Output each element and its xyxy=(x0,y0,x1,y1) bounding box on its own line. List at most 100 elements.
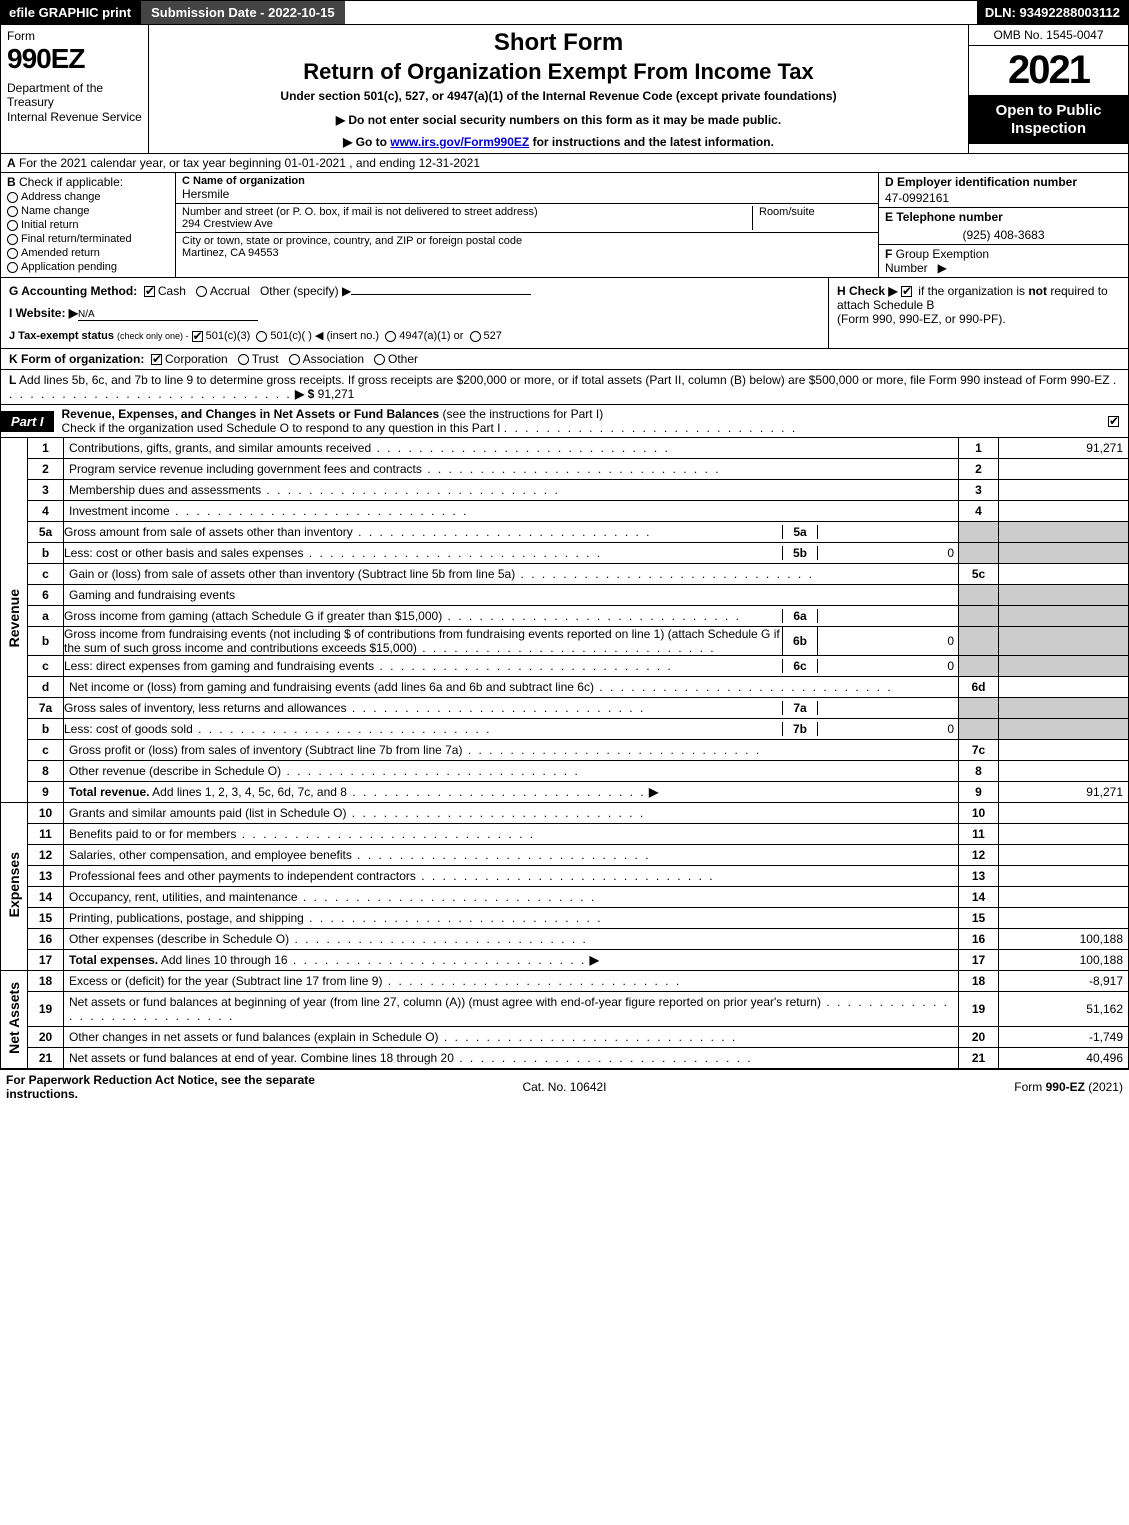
mid-label: 7b xyxy=(782,722,818,736)
right-value xyxy=(999,459,1129,480)
line-description: Net income or (loss) from gaming and fun… xyxy=(64,677,959,698)
line-description: Excess or (deficit) for the year (Subtra… xyxy=(64,971,959,992)
side-label: Revenue xyxy=(1,438,28,803)
table-row: 12Salaries, other compensation, and empl… xyxy=(1,845,1129,866)
right-value: 40,496 xyxy=(999,1048,1129,1069)
mid-label: 6b xyxy=(782,627,818,655)
table-row: 4Investment income4 xyxy=(1,501,1129,522)
right-label: 12 xyxy=(959,845,999,866)
right-label: 1 xyxy=(959,438,999,459)
line-number: b xyxy=(28,543,64,564)
efile-label[interactable]: efile GRAPHIC print xyxy=(1,1,139,24)
paperwork-notice: For Paperwork Reduction Act Notice, see … xyxy=(6,1073,378,1101)
part1-schedule-o-check[interactable] xyxy=(1108,416,1119,427)
check-initial-return[interactable]: Initial return xyxy=(7,219,169,231)
right-value xyxy=(999,677,1129,698)
right-value xyxy=(999,803,1129,824)
mid-label: 5a xyxy=(782,525,818,539)
line-description: Membership dues and assessments xyxy=(64,480,959,501)
table-row: bGross income from fundraising events (n… xyxy=(1,627,1129,656)
room-suite-label: Room/suite xyxy=(752,206,872,230)
right-label: 5c xyxy=(959,564,999,585)
check-final-return[interactable]: Final return/terminated xyxy=(7,233,169,245)
right-label: 6d xyxy=(959,677,999,698)
mid-value: 0 xyxy=(818,634,958,648)
department-label: Department of the TreasuryInternal Reven… xyxy=(7,81,142,124)
schedule-b-check[interactable] xyxy=(901,286,912,297)
dln-label: DLN: 93492288003112 xyxy=(977,1,1128,24)
irs-link[interactable]: www.irs.gov/Form990EZ xyxy=(390,135,529,149)
header-mid: Short Form Return of Organization Exempt… xyxy=(149,25,968,153)
form-number: 990EZ xyxy=(7,43,142,75)
part1-table: Revenue 1Contributions, gifts, grants, an… xyxy=(0,438,1129,1069)
mid-label: 6c xyxy=(782,659,818,673)
under-section: Under section 501(c), 527, or 4947(a)(1)… xyxy=(157,89,960,103)
line-description: Total revenue. Add lines 1, 2, 3, 4, 5c,… xyxy=(64,782,959,803)
right-value: 100,188 xyxy=(999,929,1129,950)
right-value: -8,917 xyxy=(999,971,1129,992)
line-description: Total expenses. Add lines 10 through 16 … xyxy=(64,950,959,971)
line-number: a xyxy=(28,606,64,627)
right-label: 15 xyxy=(959,908,999,929)
right-value xyxy=(999,740,1129,761)
right-label: 11 xyxy=(959,824,999,845)
part1-header: Part I Revenue, Expenses, and Changes in… xyxy=(0,405,1129,438)
table-row: 2Program service revenue including gover… xyxy=(1,459,1129,480)
line-number: 7a xyxy=(28,698,64,719)
check-amended-return[interactable]: Amended return xyxy=(7,247,169,259)
right-value: 91,271 xyxy=(999,438,1129,459)
line-number: 21 xyxy=(28,1048,64,1069)
right-label: 19 xyxy=(959,992,999,1027)
line-number: 3 xyxy=(28,480,64,501)
line-description: Program service revenue including govern… xyxy=(64,459,959,480)
line-number: 12 xyxy=(28,845,64,866)
section-ghi: G Accounting Method: Cash Accrual Other … xyxy=(0,278,1129,349)
table-row: Net Assets18Excess or (deficit) for the … xyxy=(1,971,1129,992)
check-address-change[interactable]: Address change xyxy=(7,191,169,203)
side-label: Net Assets xyxy=(1,971,28,1069)
line-number: c xyxy=(28,656,64,677)
section-bcdef: B Check if applicable: Address change Na… xyxy=(0,173,1129,278)
line-description: Less: direct expenses from gaming and fu… xyxy=(64,656,959,677)
phone-value: (925) 408-3683 xyxy=(879,226,1128,244)
table-row: 17Total expenses. Add lines 10 through 1… xyxy=(1,950,1129,971)
501c3-check[interactable] xyxy=(192,331,203,342)
line-number: 8 xyxy=(28,761,64,782)
line-number: 20 xyxy=(28,1027,64,1048)
main-title: Return of Organization Exempt From Incom… xyxy=(157,59,960,85)
line-description: Occupancy, rent, utilities, and maintena… xyxy=(64,887,959,908)
check-name-change[interactable]: Name change xyxy=(7,205,169,217)
table-row: cGain or (loss) from sale of assets othe… xyxy=(1,564,1129,585)
right-label: 9 xyxy=(959,782,999,803)
mid-label: 7a xyxy=(782,701,818,715)
line-description: Grants and similar amounts paid (list in… xyxy=(64,803,959,824)
cash-check[interactable] xyxy=(144,286,155,297)
line-description: Contributions, gifts, grants, and simila… xyxy=(64,438,959,459)
table-row: 16Other expenses (describe in Schedule O… xyxy=(1,929,1129,950)
right-value xyxy=(999,501,1129,522)
accrual-check[interactable] xyxy=(196,286,207,297)
top-bar: efile GRAPHIC print Submission Date - 20… xyxy=(0,0,1129,25)
line-number: 15 xyxy=(28,908,64,929)
table-row: 3Membership dues and assessments3 xyxy=(1,480,1129,501)
line-number: 6 xyxy=(28,585,64,606)
table-row: Revenue1Contributions, gifts, grants, an… xyxy=(1,438,1129,459)
line-description: Less: cost or other basis and sales expe… xyxy=(64,543,959,564)
ein-value: 47-0992161 xyxy=(879,191,1128,207)
line-number: 5a xyxy=(28,522,64,543)
corporation-check[interactable] xyxy=(151,354,162,365)
table-row: Expenses10Grants and similar amounts pai… xyxy=(1,803,1129,824)
table-row: 11Benefits paid to or for members11 xyxy=(1,824,1129,845)
line-description: Other revenue (describe in Schedule O) xyxy=(64,761,959,782)
right-value xyxy=(999,887,1129,908)
header-left: Form 990EZ Department of the TreasuryInt… xyxy=(1,25,149,153)
mid-value: 0 xyxy=(818,659,958,673)
line-number: 17 xyxy=(28,950,64,971)
line-number: b xyxy=(28,719,64,740)
check-application-pending[interactable]: Application pending xyxy=(7,261,169,273)
name-label: C Name of organization xyxy=(182,175,872,187)
right-value: -1,749 xyxy=(999,1027,1129,1048)
cat-no: Cat. No. 10642I xyxy=(378,1080,750,1094)
right-value: 91,271 xyxy=(999,782,1129,803)
line-description: Salaries, other compensation, and employ… xyxy=(64,845,959,866)
